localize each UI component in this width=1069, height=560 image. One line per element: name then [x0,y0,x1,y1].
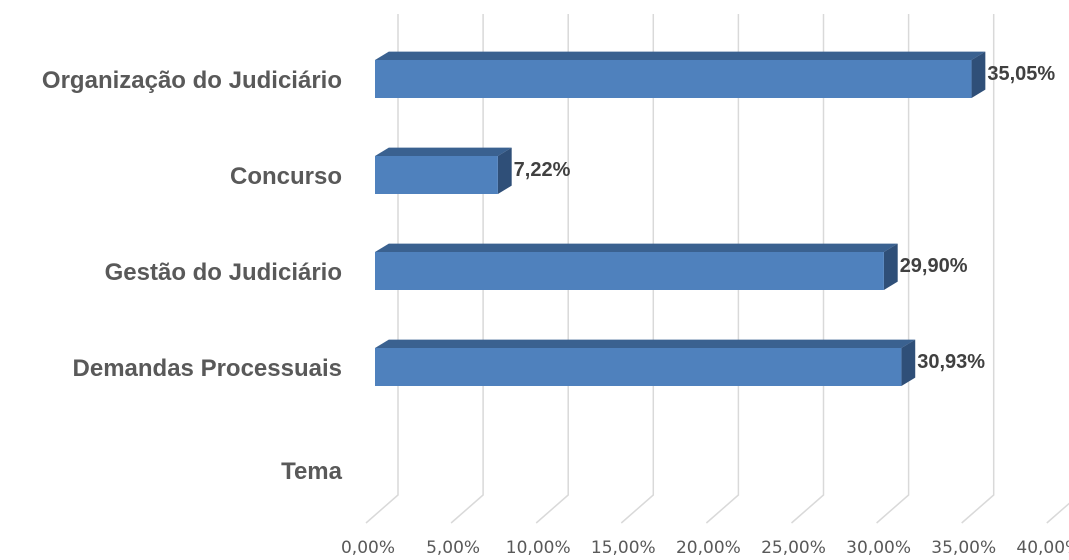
x-tick-label: 5,00% [426,538,480,558]
bar-value-labels: 35,05% 7,22% 29,90% 30,93% [514,63,1056,373]
bar-top-face [375,243,898,252]
x-tick-label: 10,00% [506,538,571,558]
value-label: 7,22% [514,159,571,181]
bar-top-face [375,147,512,156]
bar-top-face [375,51,986,60]
category-label: Organização do Judiciário [42,67,342,94]
bar-side-face [901,339,916,386]
bar [375,339,916,386]
bar-side-face [497,147,512,194]
bar-side-face [883,243,898,290]
bar-front-face [375,60,972,98]
category-label: Concurso [230,163,342,190]
category-label: Demandas Processuais [73,355,342,382]
value-label: 30,93% [917,351,985,373]
x-tick-label: 25,00% [761,538,826,558]
y-axis-category-labels: Organização do Judiciário Concurso Gestão … [42,67,343,485]
bar-front-face [375,156,498,194]
gridline [876,14,910,524]
category-label: Tema [281,458,343,485]
bar-front-face [375,252,884,290]
bar-front-face [375,348,902,386]
x-tick-label: 15,00% [591,538,656,558]
category-label: Gestão do Judiciário [105,259,342,286]
x-tick-label: 30,00% [846,538,911,558]
bar [375,243,898,290]
gridline [705,14,740,524]
gridline [791,14,825,524]
x-tick-label: 35,00% [931,538,996,558]
x-tick-label: 0,00% [341,538,395,558]
x-tick-label: 20,00% [676,538,741,558]
bar [375,51,986,98]
gridline [961,14,995,524]
gridline [535,14,569,524]
chart-bars [375,51,986,386]
gridline [1046,502,1069,524]
bar-side-face [971,51,986,98]
bar [375,147,512,194]
value-label: 29,90% [900,255,968,277]
x-tick-label: 40,00% [1016,538,1069,558]
bar-top-face [375,339,916,348]
value-label: 35,05% [987,63,1055,85]
x-axis-tick-labels: 0,00% 5,00% 10,00% 15,00% 20,00% 25,00% 30,00%… [341,538,1069,558]
gridline [620,14,655,524]
